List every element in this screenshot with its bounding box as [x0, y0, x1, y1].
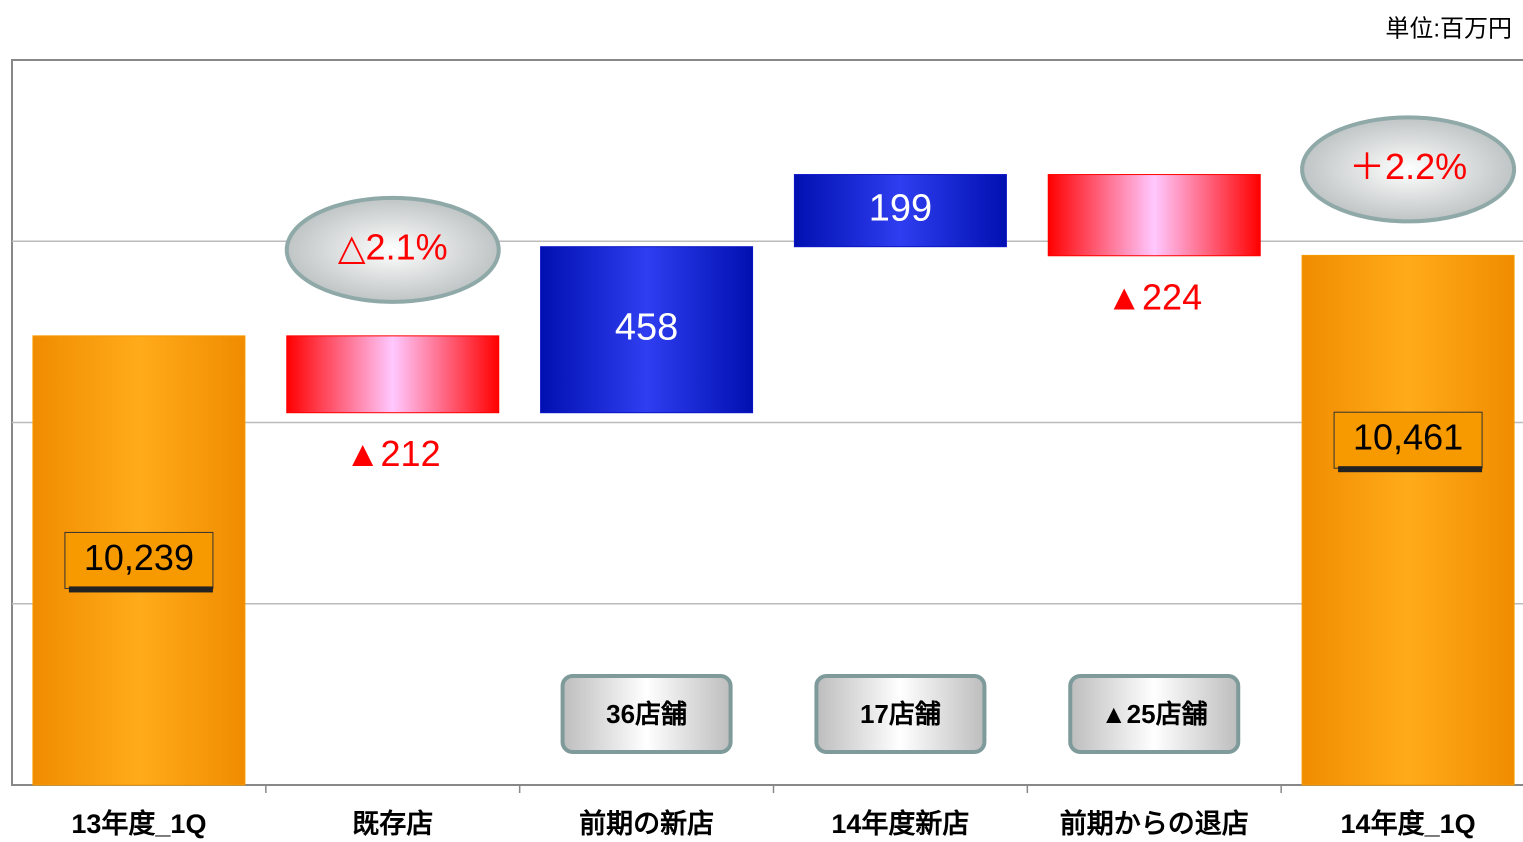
bar: [1047, 174, 1261, 257]
value-label-box: [1333, 411, 1483, 469]
x-tick-label: 14年度_1Q: [1341, 808, 1476, 839]
value-label: ▲224: [1106, 276, 1202, 317]
x-tick-label: 既存店: [352, 809, 433, 839]
store-box: [1068, 674, 1241, 754]
bar: [540, 246, 754, 414]
store-label: 17店舗: [860, 699, 941, 729]
rate-oval: [284, 195, 501, 304]
value-label: 10,239: [84, 537, 194, 578]
value-label-shadow: [1338, 466, 1483, 473]
unit-label: 単位:百万円: [1385, 15, 1512, 42]
bar: [1301, 254, 1515, 786]
x-tick-label: 前期の新店: [579, 808, 714, 839]
value-label-shadow: [68, 586, 213, 593]
value-label: 10,461: [1353, 417, 1463, 458]
x-tick-label: 13年度_1Q: [71, 808, 206, 839]
value-label: 458: [615, 307, 678, 349]
store-box: [814, 674, 987, 754]
rate-label: △2.1%: [338, 226, 448, 267]
store-label: ▲25店舗: [1101, 699, 1208, 729]
rate-oval: [1300, 115, 1517, 224]
bar: [286, 335, 500, 414]
bar: [793, 174, 1007, 248]
x-tick-label: 前期からの退店: [1060, 808, 1249, 839]
store-box: [560, 674, 733, 754]
x-tick-label: 14年度新店: [831, 808, 969, 839]
value-label: 199: [869, 188, 932, 230]
rate-label: ＋2.2%: [1349, 146, 1467, 187]
store-label: 36店舗: [606, 699, 687, 729]
value-label: ▲212: [345, 433, 441, 474]
